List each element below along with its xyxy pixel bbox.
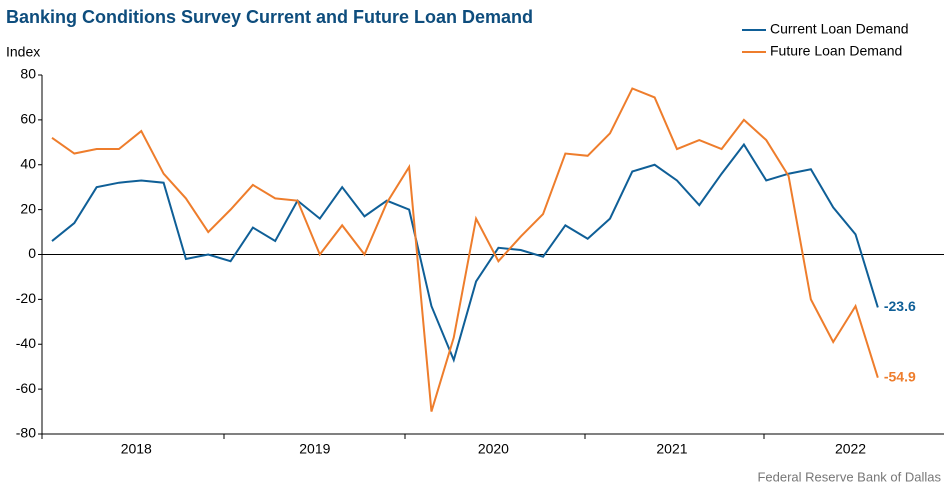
end-label: -54.9 bbox=[884, 368, 916, 384]
y-tick-label: 80 bbox=[20, 66, 36, 82]
y-tick-label: -80 bbox=[16, 425, 36, 441]
legend-label: Future Loan Demand bbox=[770, 43, 902, 59]
y-axis-label: Index bbox=[6, 44, 40, 60]
y-tick-label: -60 bbox=[16, 380, 36, 396]
x-tick-label: 2022 bbox=[835, 441, 866, 457]
series-line bbox=[51, 142, 879, 363]
chart-title: Banking Conditions Survey Current and Fu… bbox=[6, 7, 533, 27]
x-tick-label: 2018 bbox=[121, 441, 152, 457]
y-tick-label: 0 bbox=[28, 245, 36, 261]
x-tick-label: 2021 bbox=[656, 441, 687, 457]
series-line bbox=[51, 87, 879, 412]
y-tick-label: 40 bbox=[20, 155, 36, 171]
y-tick-label: 60 bbox=[20, 111, 36, 127]
legend-label: Current Loan Demand bbox=[770, 21, 909, 37]
y-tick-label: 20 bbox=[20, 200, 36, 216]
x-tick-label: 2020 bbox=[478, 441, 509, 457]
x-tick-label: 2019 bbox=[299, 441, 330, 457]
y-tick-label: -20 bbox=[16, 290, 36, 306]
source: Federal Reserve Bank of Dallas bbox=[757, 469, 941, 484]
y-tick-label: -40 bbox=[16, 335, 36, 351]
end-label: -23.6 bbox=[884, 298, 916, 314]
